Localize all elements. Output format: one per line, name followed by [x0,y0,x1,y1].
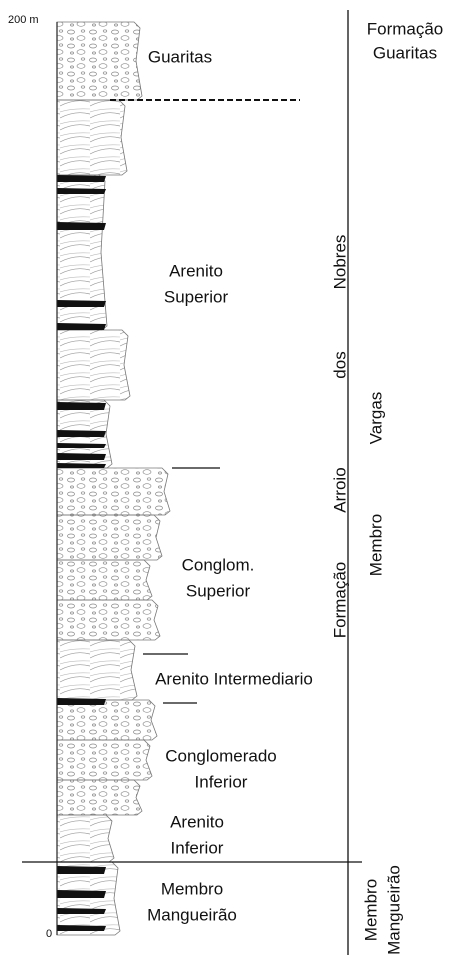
mudstone-band [57,222,106,230]
rotated-label: Membro [366,514,385,576]
mudstone-band [57,925,106,931]
rotated-label: Mangueirão [384,865,403,955]
bed [57,100,127,175]
unit-label: Arenito [169,261,223,280]
unit-label: Superior [186,581,251,600]
rotated-label: Arroio [330,467,349,512]
unit-labels: Guaritas Arenito Superior Conglom. Superior A… [147,19,443,954]
bed [57,22,142,100]
scale-bottom: 0 [46,928,52,940]
mudstone-band [57,908,106,914]
rotated-label: dos [330,351,349,378]
bed [57,780,142,815]
rotated-label: Formação [330,562,349,639]
unit-label: Inferior [171,838,224,857]
mudstone-band [57,188,106,194]
bed [57,560,152,600]
mudstone-band [57,890,106,898]
bed [57,640,137,700]
rotated-label: Membro [361,879,380,941]
bed [57,515,162,560]
unit-label: Membro [161,879,223,898]
bed [57,700,157,740]
formation-label: Guaritas [373,43,437,62]
unit-label: Arenito Intermediario [155,669,313,688]
mudstone-band [57,866,106,874]
formation-label: Formação [367,19,444,38]
bed [57,815,114,862]
bed [57,330,130,400]
mudstone-band [57,300,106,307]
unit-label: Mangueirão [147,905,237,924]
mudstone-band [57,402,106,410]
rotated-label: Nobres [330,235,349,290]
bed [57,740,152,780]
mudstone-band [57,698,106,705]
bed [57,600,160,640]
unit-label: Conglom. [182,555,255,574]
mudstone-band [57,453,106,460]
rotated-label: Vargas [366,392,385,445]
bed [57,468,170,515]
unit-label: Arenito [170,812,224,831]
scale-top: 200 m [8,14,39,26]
column [57,22,170,935]
unit-label: Guaritas [148,47,212,66]
mudstone-band [57,323,106,330]
stratigraphic-column: 200 m 0 Guaritas Arenito Superior Conglom. S… [0,0,464,964]
unit-label: Conglomerado [165,746,277,765]
mudstone-band [57,175,106,182]
unit-label: Superior [164,287,229,306]
unit-label: Inferior [195,772,248,791]
mudstone-band [57,430,106,437]
